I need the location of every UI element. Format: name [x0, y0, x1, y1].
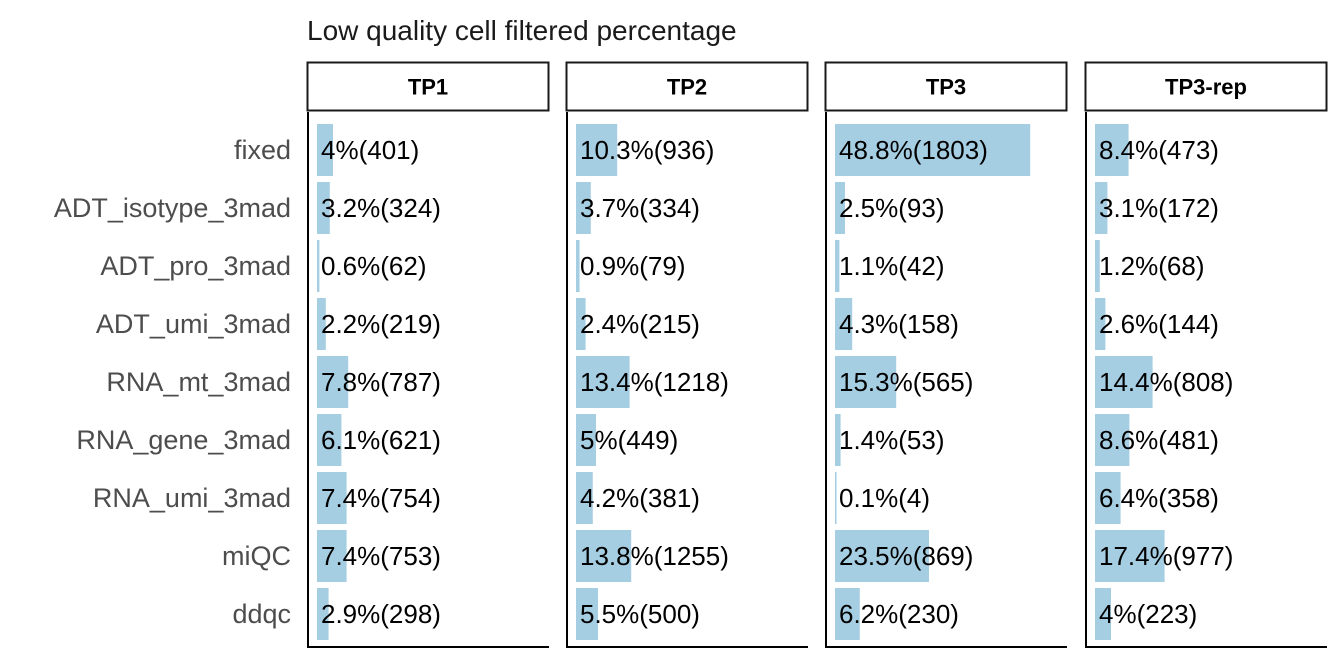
bar-label-tp3-rna-gene-3mad: 1.4%(53) [839, 425, 945, 455]
bar-tp3-rep-adt-pro-3mad [1095, 240, 1100, 292]
panel-strip-label: TP3 [926, 75, 966, 100]
bar-tp2-rna-mt-3mad [576, 356, 630, 408]
bar-tp2-fixed [576, 124, 618, 176]
bar-tp3-rep-fixed [1095, 124, 1129, 176]
bar-tp3-adt-umi-3mad [835, 298, 853, 350]
bar-tp2-ddqc [576, 588, 598, 640]
panel-strip-label: TP1 [408, 75, 448, 100]
row-label-ddqc: ddqc [232, 599, 291, 629]
bar-label-tp3-rep-ddqc: 4%(223) [1099, 599, 1197, 629]
bar-label-tp1-adt-umi-3mad: 2.2%(219) [321, 309, 441, 339]
bar-tp3-rep-rna-gene-3mad [1095, 414, 1130, 466]
bar-tp1-rna-gene-3mad [317, 414, 342, 466]
row-label-adt-isotype-3mad: ADT_isotype_3mad [54, 193, 291, 223]
bar-label-tp3-rna-mt-3mad: 15.3%(565) [839, 367, 973, 397]
bar-label-tp1-rna-gene-3mad: 6.1%(621) [321, 425, 441, 455]
panel-tp1: TP1 4%(401) 3.2%(324) 0.6%(62) 2.2%(219) 7.8%… [306, 61, 550, 648]
bar-label-tp1-ddqc: 2.9%(298) [321, 599, 441, 629]
bar-tp3-fixed [835, 124, 1031, 176]
row-label-fixed: fixed [234, 135, 291, 165]
bar-label-tp3-adt-umi-3mad: 4.3%(158) [839, 309, 959, 339]
bar-tp3-rep-adt-isotype-3mad [1095, 182, 1108, 234]
row-label-adt-pro-3mad: ADT_pro_3mad [100, 251, 291, 281]
bar-tp3-rep-miqc [1095, 530, 1165, 582]
bar-tp1-miqc [317, 530, 347, 582]
bar-tp3-ddqc [835, 588, 860, 640]
bar-tp1-adt-pro-3mad [317, 240, 320, 292]
row-label-rna-umi-3mad: RNA_umi_3mad [93, 483, 291, 513]
bar-label-tp3-rep-rna-umi-3mad: 6.4%(358) [1099, 483, 1219, 513]
bar-tp1-ddqc [317, 588, 329, 640]
bar-tp1-adt-isotype-3mad [317, 182, 330, 234]
bar-tp3-rna-umi-3mad [835, 472, 837, 524]
bar-tp1-rna-umi-3mad [317, 472, 347, 524]
bar-tp2-miqc [576, 530, 632, 582]
panel-tp3-rep: TP3-rep 8.4%(473) 3.1%(172) 1.2%(68) 2.6%(14… [1084, 61, 1328, 648]
bar-label-tp1-miqc: 7.4%(753) [321, 541, 441, 571]
bar-label-tp2-adt-umi-3mad: 2.4%(215) [580, 309, 700, 339]
bar-label-tp2-rna-gene-3mad: 5%(449) [580, 425, 678, 455]
bar-label-tp1-adt-isotype-3mad: 3.2%(324) [321, 193, 441, 223]
bar-label-tp2-fixed: 10.3%(936) [580, 135, 714, 165]
bar-tp3-miqc [835, 530, 929, 582]
row-label-rna-gene-3mad: RNA_gene_3mad [76, 425, 291, 455]
row-label-rna-mt-3mad: RNA_mt_3mad [106, 367, 291, 397]
bar-tp2-adt-isotype-3mad [576, 182, 591, 234]
bar-tp2-rna-gene-3mad [576, 414, 596, 466]
bar-tp3-rna-gene-3mad [835, 414, 841, 466]
bar-tp3-rep-rna-mt-3mad [1095, 356, 1153, 408]
bar-tp1-fixed [317, 124, 333, 176]
facet-panels: TP1 4%(401) 3.2%(324) 0.6%(62) 2.2%(219) 7.8%… [306, 61, 1328, 648]
panel-strip-label: TP2 [667, 75, 707, 100]
panel-tp3: TP3 48.8%(1803) 2.5%(93) 1.1%(42) 4.3%(158) 1… [824, 61, 1068, 648]
bar-label-tp1-fixed: 4%(401) [321, 135, 419, 165]
bar-tp3-adt-isotype-3mad [835, 182, 845, 234]
bar-tp2-adt-pro-3mad [576, 240, 580, 292]
bar-tp1-rna-mt-3mad [317, 356, 349, 408]
panel-strip-label: TP3-rep [1165, 75, 1247, 100]
bar-tp2-adt-umi-3mad [576, 298, 586, 350]
bar-label-tp2-miqc: 13.8%(1255) [580, 541, 729, 571]
bar-tp3-adt-pro-3mad [835, 240, 840, 292]
bar-label-tp3-rna-umi-3mad: 0.1%(4) [839, 483, 930, 513]
panel-tp2: TP2 10.3%(936) 3.7%(334) 0.9%(79) 2.4%(215) 1… [565, 61, 809, 648]
bar-label-tp3-fixed: 48.8%(1803) [839, 135, 988, 165]
bar-label-tp3-rep-miqc: 17.4%(977) [1099, 541, 1233, 571]
panel-strip-tp1 [306, 61, 550, 112]
bar-label-tp2-rna-mt-3mad: 13.4%(1218) [580, 367, 729, 397]
bar-label-tp3-ddqc: 6.2%(230) [839, 599, 959, 629]
bar-label-tp3-rep-adt-isotype-3mad: 3.1%(172) [1099, 193, 1219, 223]
bar-label-tp3-rep-rna-mt-3mad: 14.4%(808) [1099, 367, 1233, 397]
bar-label-tp1-rna-umi-3mad: 7.4%(754) [321, 483, 441, 513]
bar-label-tp3-miqc: 23.5%(869) [839, 541, 973, 571]
bar-label-tp1-adt-pro-3mad: 0.6%(62) [321, 251, 427, 281]
chart-title: Low quality cell filtered percentage [307, 15, 737, 46]
bar-tp3-rep-ddqc [1095, 588, 1111, 640]
row-label-miqc: miQC [222, 541, 291, 571]
bar-label-tp2-adt-pro-3mad: 0.9%(79) [580, 251, 686, 281]
bar-tp1-adt-umi-3mad [317, 298, 326, 350]
bar-label-tp3-rep-rna-gene-3mad: 8.6%(481) [1099, 425, 1219, 455]
bar-label-tp3-adt-isotype-3mad: 2.5%(93) [839, 193, 945, 223]
bar-label-tp3-rep-adt-umi-3mad: 2.6%(144) [1099, 309, 1219, 339]
bar-label-tp2-rna-umi-3mad: 4.2%(381) [580, 483, 700, 513]
bar-label-tp1-rna-mt-3mad: 7.8%(787) [321, 367, 441, 397]
bar-label-tp3-rep-adt-pro-3mad: 1.2%(68) [1099, 251, 1205, 281]
panel-strip-tp3-rep [1084, 61, 1328, 112]
bar-label-tp3-rep-fixed: 8.4%(473) [1099, 135, 1219, 165]
bar-tp3-rna-mt-3mad [835, 356, 897, 408]
panel-strip-tp2 [565, 61, 809, 112]
bar-label-tp2-ddqc: 5.5%(500) [580, 599, 700, 629]
bar-tp3-rep-rna-umi-3mad [1095, 472, 1121, 524]
row-label-adt-umi-3mad: ADT_umi_3mad [96, 309, 291, 339]
row-labels: fixed ADT_isotype_3mad ADT_pro_3mad ADT_umi… [54, 135, 291, 629]
bar-label-tp3-adt-pro-3mad: 1.1%(42) [839, 251, 945, 281]
bar-tp3-rep-adt-umi-3mad [1095, 298, 1106, 350]
panel-strip-tp3 [824, 61, 1068, 112]
bar-label-tp2-adt-isotype-3mad: 3.7%(334) [580, 193, 700, 223]
bar-tp2-rna-umi-3mad [576, 472, 593, 524]
